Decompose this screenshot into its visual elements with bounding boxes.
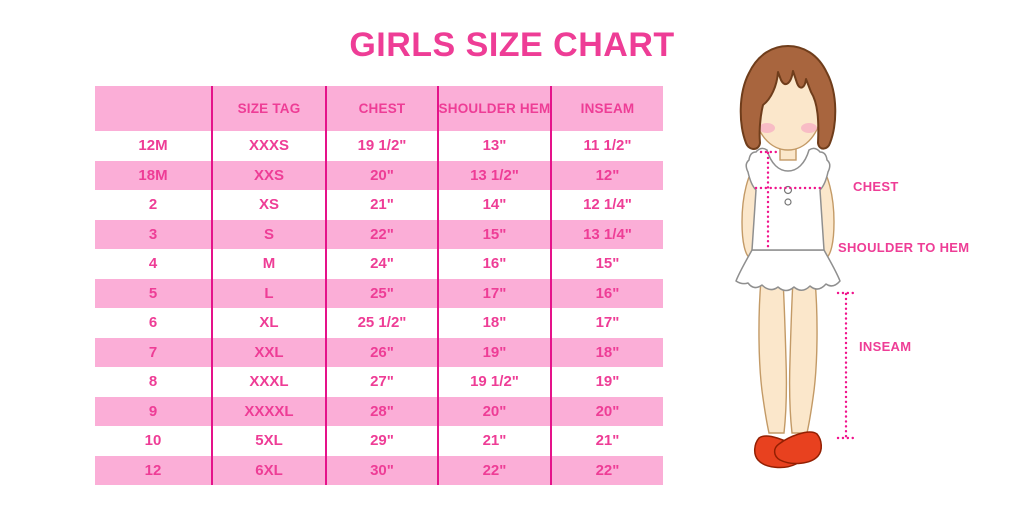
table-cell: 15" [437, 219, 550, 249]
table-cell: 18" [437, 308, 550, 338]
table-header-row: SIZE TAG CHEST SHOULDER HEM INSEAM [95, 86, 663, 131]
table-row: 10 5XL 29" 21" 21" [95, 426, 663, 456]
table-header-cell: SIZE TAG [211, 86, 325, 131]
table-cell: 27" [325, 367, 437, 397]
girl-top-button [784, 198, 792, 206]
table-cell: XXXXL [211, 396, 325, 426]
table-cell: XXL [211, 337, 325, 367]
table-cell: 29" [325, 426, 437, 456]
table-cell: 22" [550, 455, 663, 485]
table-cell: 22" [437, 455, 550, 485]
page-title: GIRLS SIZE CHART [349, 26, 675, 64]
table-cell: 17" [550, 308, 663, 338]
table-cell: 16" [550, 278, 663, 308]
table-cell: 3 [148, 225, 158, 243]
table-cell: 21" [437, 426, 550, 456]
table-header-cell: INSEAM [550, 86, 663, 131]
table-cell: 25" [325, 278, 437, 308]
shoulder-to-hem-label: SHOULDER TO HEM [838, 240, 970, 255]
table-row: 5 L 25" 17" 16" [95, 278, 663, 308]
table-cell: XXS [211, 160, 325, 190]
table-header-cell [95, 86, 211, 131]
table-cell: 4 [148, 255, 158, 273]
table-cell: 12" [550, 160, 663, 190]
table-row: 7 XXL 26" 19" 18" [95, 337, 663, 367]
table-cell: 25 1/2" [325, 308, 437, 338]
table-cell: 21" [550, 426, 663, 456]
table-cell: S [211, 219, 325, 249]
table-cell: 19" [550, 367, 663, 397]
girl-shoe-right [773, 431, 822, 465]
table-row: 12 6XL 30" 22" 22" [95, 455, 663, 485]
table-cell: 6 [148, 314, 158, 332]
table-row: 18M XXS 20" 13 1/2" 12" [95, 160, 663, 190]
table-cell: 2 [148, 196, 158, 214]
table-cell: 24" [325, 249, 437, 279]
table-row: 8 XXXL 27" 19 1/2" 19" [95, 367, 663, 397]
girl-blush-right [801, 123, 817, 133]
table-row: 4 M 24" 16" 15" [95, 249, 663, 279]
girl-leg-left [758, 279, 788, 434]
table-header-cell: CHEST [325, 86, 437, 131]
chest-label: CHEST [853, 179, 899, 194]
table-cell: 19 1/2" [325, 131, 437, 161]
girl-hair [739, 45, 837, 150]
table-row: 2 XS 21" 14" 12 1/4" [95, 190, 663, 220]
table-cell: 19" [437, 337, 550, 367]
table-cell: 13" [437, 131, 550, 161]
table-cell: 7 [148, 343, 158, 361]
table-cell: 14" [437, 190, 550, 220]
table-cell: 21" [325, 190, 437, 220]
table-cell: 8 [148, 373, 158, 391]
table-cell: 5 [148, 284, 158, 302]
table-cell: 18M [138, 166, 168, 184]
table-cell: XL [211, 308, 325, 338]
table-header-cell: SHOULDER HEM [437, 86, 550, 131]
table-cell: M [211, 249, 325, 279]
table-cell: XXXL [211, 367, 325, 397]
table-cell: 13 1/4" [550, 219, 663, 249]
girl-measurement-illustration [735, 45, 856, 469]
table-cell: 17" [437, 278, 550, 308]
table-cell: XXXS [211, 131, 325, 161]
table-cell: 20" [325, 160, 437, 190]
table-cell: 30" [325, 455, 437, 485]
table-cell: 13 1/2" [437, 160, 550, 190]
table-cell: 19 1/2" [437, 367, 550, 397]
table-cell: 26" [325, 337, 437, 367]
table-cell: 15" [550, 249, 663, 279]
table-cell: 5XL [211, 426, 325, 456]
table-cell: 28" [325, 396, 437, 426]
table-cell: XS [211, 190, 325, 220]
table-row: 6 XL 25 1/2" 18" 17" [95, 308, 663, 338]
table-cell: 18" [550, 337, 663, 367]
table-cell: 12 [144, 461, 162, 479]
girl-blush-left [759, 123, 775, 133]
table-cell: 9 [148, 402, 158, 420]
table-cell: 20" [437, 396, 550, 426]
table-cell: 22" [325, 219, 437, 249]
table-row: 12M XXXS 19 1/2" 13" 11 1/2" [95, 131, 663, 161]
table-cell: 10 [144, 432, 162, 450]
table-cell: 16" [437, 249, 550, 279]
table-row: 3 S 22" 15" 13 1/4" [95, 219, 663, 249]
size-chart-table: SIZE TAG CHEST SHOULDER HEM INSEAM 12M XX… [95, 86, 663, 485]
table-cell: 6XL [211, 455, 325, 485]
table-row: 9 XXXXL 28" 20" 20" [95, 396, 663, 426]
table-cell: L [211, 278, 325, 308]
table-cell: 12 1/4" [550, 190, 663, 220]
girl-skirt [735, 249, 841, 292]
girl-leg-right [788, 279, 818, 434]
inseam-label: INSEAM [859, 339, 912, 354]
table-cell: 11 1/2" [550, 131, 663, 161]
table-cell: 12M [138, 137, 168, 155]
table-cell: 20" [550, 396, 663, 426]
